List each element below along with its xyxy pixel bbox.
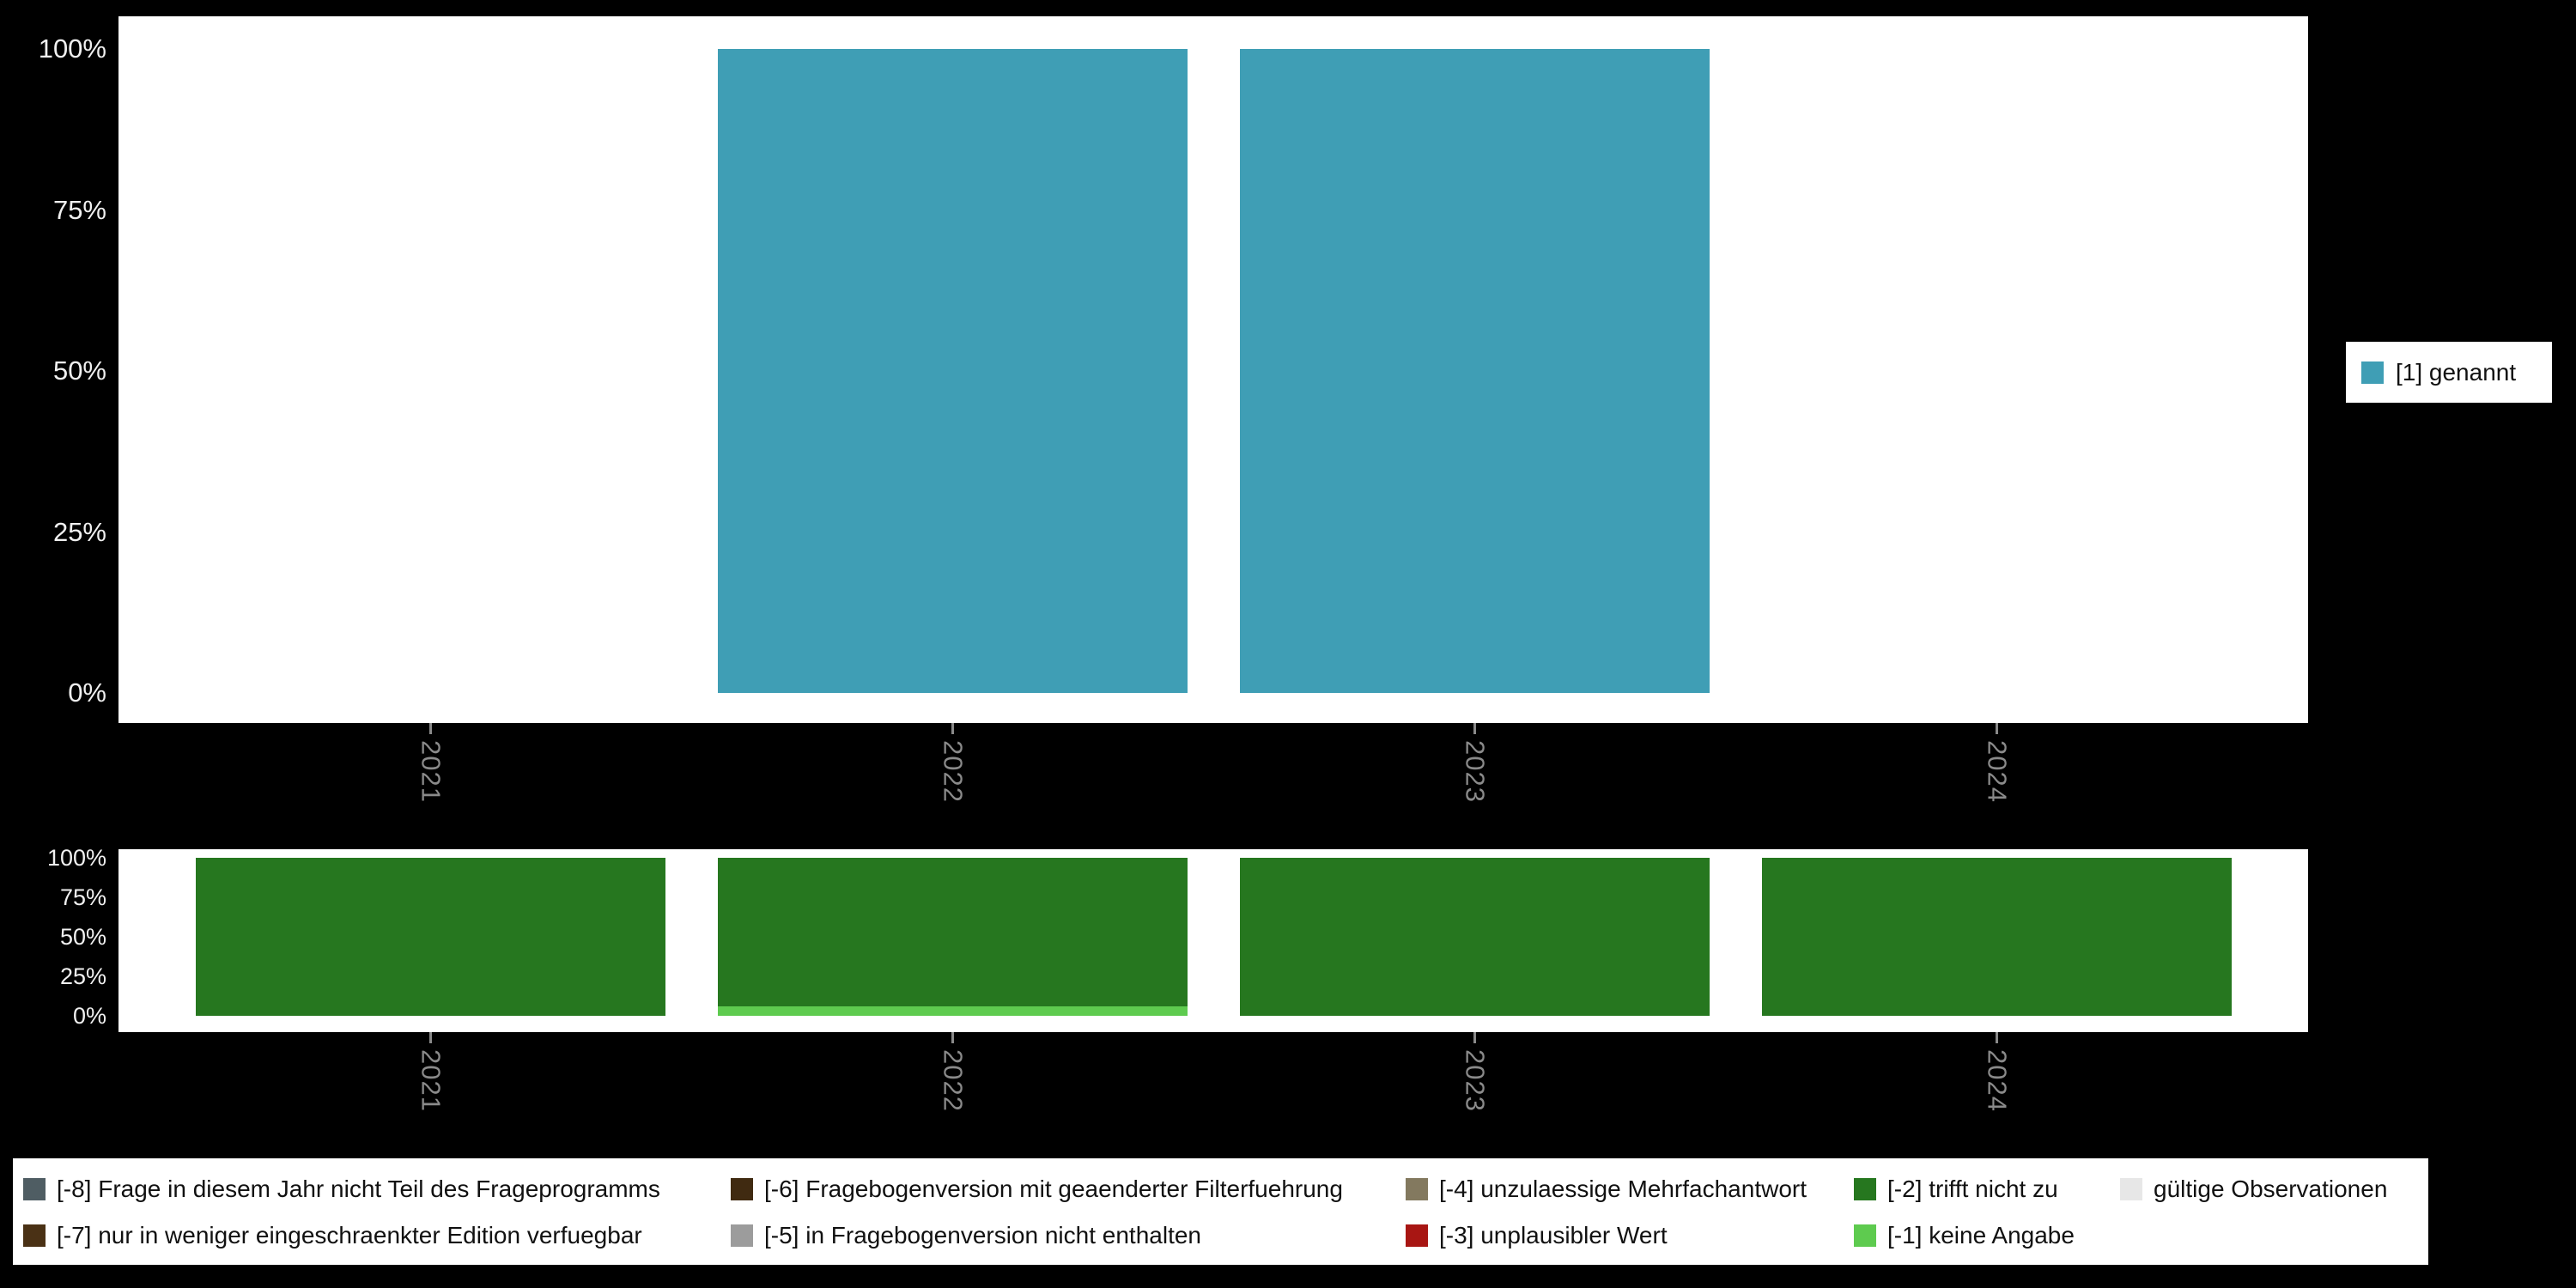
- xlabel-2021: 2021: [412, 740, 450, 803]
- legend-swatch-1-1: [731, 1224, 753, 1247]
- xtick-2024: [1996, 723, 1998, 734]
- legend-swatch-0-4: [2120, 1178, 2142, 1200]
- bar-2023-series-1: [1240, 858, 1710, 1016]
- xlabel-2023: 2023: [1456, 740, 1494, 803]
- legend-swatch-0-0: [23, 1178, 46, 1200]
- legend-label-0-4: gültige Observationen: [2154, 1176, 2388, 1202]
- legend-label-1-3: [-1] keine Angabe: [1887, 1222, 2075, 1249]
- legend-item-0-4: gültige Observationen: [2120, 1176, 2387, 1203]
- legend-label-1-0: [-7] nur in weniger eingeschraenkter Edi…: [57, 1222, 642, 1249]
- xlabel-text-2021: 2021: [416, 740, 447, 803]
- bar-2024-series-1: [1762, 858, 2232, 1016]
- legend-label-1-1: [-5] in Fragebogenversion nicht enthalte…: [764, 1222, 1201, 1249]
- xlabel-text-2022: 2022: [938, 740, 969, 803]
- legend-swatch-1-2: [1406, 1224, 1428, 1247]
- xtick-2023: [1473, 723, 1476, 734]
- xtick-2022: [951, 723, 954, 734]
- ytick-75%: 75%: [59, 884, 106, 910]
- ytick-25%: 25%: [59, 963, 106, 989]
- legend-label-0-1: [-6] Fragebogenversion mit geaenderter F…: [764, 1176, 1343, 1202]
- legend-item-1-3: [-1] keine Angabe: [1854, 1222, 2075, 1249]
- ytick-0%: 0%: [72, 1003, 106, 1029]
- legend-item-0-3: [-2] trifft nicht zu: [1854, 1176, 2058, 1203]
- xtick-2022: [951, 1032, 954, 1043]
- xlabel-2023: 2023: [1456, 1049, 1494, 1112]
- ytick-50%: 50%: [59, 924, 106, 950]
- legend-item-0-1: [-6] Fragebogenversion mit geaenderter F…: [731, 1176, 1343, 1203]
- legend-label-0-0: [-8] Frage in diesem Jahr nicht Teil des…: [57, 1176, 660, 1202]
- xlabel-text-2023: 2023: [1460, 1049, 1491, 1112]
- legend-item-1-2: [-3] unplausibler Wert: [1406, 1222, 1668, 1249]
- xtick-2024: [1996, 1032, 1998, 1043]
- legend-swatch-0-3: [1854, 1178, 1876, 1200]
- legend-item-0-0: [-8] Frage in diesem Jahr nicht Teil des…: [23, 1176, 660, 1203]
- genannt-legend-swatch: [2361, 361, 2384, 384]
- ytick-25%: 25%: [52, 516, 106, 547]
- legend-item-0-2: [-4] unzulaessige Mehrfachantwort: [1406, 1176, 1807, 1203]
- xlabel-2024: 2024: [1978, 740, 2016, 803]
- bar-2022-series-0: [718, 1005, 1188, 1016]
- ytick-100%: 100%: [38, 33, 106, 64]
- legend-swatch-1-0: [23, 1224, 46, 1247]
- legend-swatch-0-2: [1406, 1178, 1428, 1200]
- bottom-chart-panel: [118, 849, 2308, 1032]
- legend-swatch-1-3: [1854, 1224, 1876, 1247]
- bar-2022-series-1: [718, 858, 1188, 1006]
- xtick-2021: [429, 1032, 432, 1043]
- xtick-2021: [429, 723, 432, 734]
- genannt-legend-label: [1] genannt: [2396, 358, 2517, 386]
- bar-2022-series-0: [718, 49, 1188, 693]
- ytick-0%: 0%: [68, 677, 106, 708]
- bar-2021-series-1: [196, 858, 665, 1016]
- xlabel-2024: 2024: [1978, 1049, 2016, 1112]
- legend-swatch-0-1: [731, 1178, 753, 1200]
- xlabel-text-2024: 2024: [1982, 740, 2013, 803]
- legend-genannt: [1] genannt: [2346, 342, 2552, 403]
- xlabel-text-2023: 2023: [1460, 740, 1491, 803]
- legend-item-1-1: [-5] in Fragebogenversion nicht enthalte…: [731, 1222, 1201, 1249]
- xtick-2023: [1473, 1032, 1476, 1043]
- xlabel-2021: 2021: [412, 1049, 450, 1112]
- missing-codes-legend: [-8] Frage in diesem Jahr nicht Teil des…: [13, 1158, 2428, 1265]
- top-chart-panel: [118, 16, 2308, 723]
- legend-label-0-3: [-2] trifft nicht zu: [1887, 1176, 2058, 1202]
- xlabel-text-2022: 2022: [938, 1049, 969, 1112]
- legend-label-0-2: [-4] unzulaessige Mehrfachantwort: [1439, 1176, 1807, 1202]
- xlabel-2022: 2022: [934, 1049, 972, 1112]
- xlabel-text-2024: 2024: [1982, 1049, 2013, 1112]
- xlabel-2022: 2022: [934, 740, 972, 803]
- ytick-50%: 50%: [52, 355, 106, 386]
- xlabel-text-2021: 2021: [416, 1049, 447, 1112]
- bar-2023-series-0: [1240, 49, 1710, 693]
- legend-label-1-2: [-3] unplausibler Wert: [1439, 1222, 1668, 1249]
- ytick-100%: 100%: [46, 845, 106, 871]
- ytick-75%: 75%: [52, 194, 106, 225]
- legend-item-1-0: [-7] nur in weniger eingeschraenkter Edi…: [23, 1222, 642, 1249]
